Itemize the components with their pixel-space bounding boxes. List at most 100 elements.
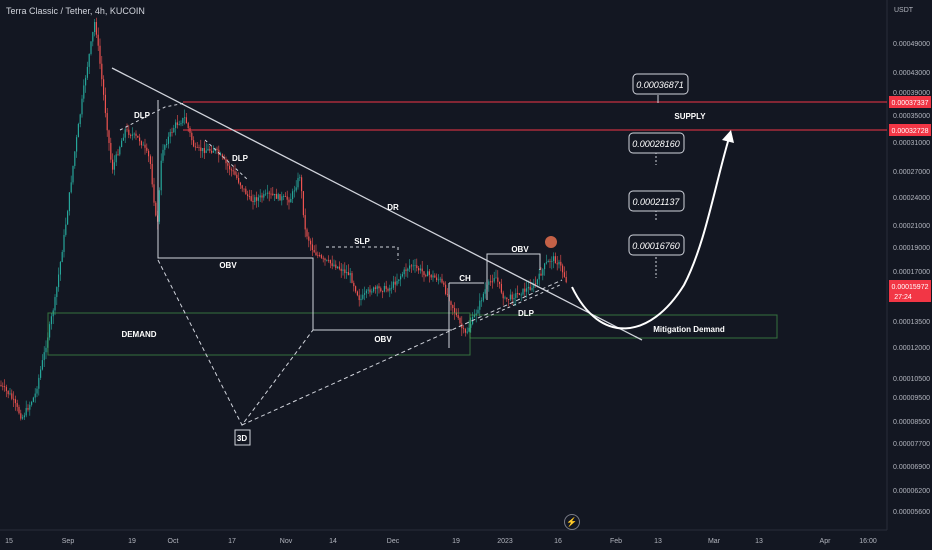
candle-body [45, 347, 47, 353]
candle-body [407, 268, 409, 271]
candle-body [234, 171, 236, 175]
candle-body [121, 140, 123, 148]
obv-label-3: OBV [511, 245, 529, 254]
3d-label-box: 3D [234, 429, 251, 446]
candle-body [562, 265, 564, 273]
candle-body [414, 265, 416, 267]
time-tick-label: 14 [329, 538, 337, 545]
target-callout-1[interactable]: 0.00036871 [632, 73, 689, 95]
candle-body [445, 284, 447, 294]
candle-body [443, 282, 445, 285]
candle-body [193, 140, 195, 147]
time-axis[interactable]: 15 Sep 19 Oct 17 Nov 14 Dec 19 2023 16 Feb 13 Mar 13 Ap… [5, 538, 877, 545]
price-tick-label: 0.00007700 [893, 441, 930, 448]
candle-body [452, 304, 454, 309]
target-callout-3[interactable]: 0.00021137 [628, 190, 685, 212]
candle-body [184, 117, 186, 119]
candle-body [421, 268, 423, 272]
price-tick-label: 0.00006200 [893, 488, 930, 495]
candle-body [257, 197, 259, 201]
candle-body [198, 147, 200, 148]
candle-body [41, 360, 43, 370]
price-tick-label: 0.00005600 [893, 509, 930, 516]
candle-body [279, 194, 281, 201]
time-tick-label: Oct [168, 538, 179, 545]
candle-body [418, 268, 420, 271]
candle-body [191, 132, 193, 141]
candle-body [185, 117, 187, 124]
supply-price-badge-2: 0.00032728 [889, 124, 931, 136]
candle-body [200, 147, 202, 152]
candle-body [247, 194, 249, 196]
time-tick-label: Nov [280, 538, 293, 545]
current-price-text: 0.00015972 [892, 284, 929, 291]
candle-body [236, 174, 238, 178]
target-callout-2[interactable]: 0.00028160 [628, 132, 685, 154]
candle-body [144, 144, 146, 148]
price-tick-label: 0.00035000 [893, 113, 930, 120]
time-tick-label: 16:00 [859, 538, 877, 545]
candle-body [401, 274, 403, 277]
candle-body [288, 199, 290, 203]
candle-body [547, 260, 549, 263]
candle-body [155, 202, 157, 216]
candle-body [367, 289, 369, 291]
candle-body [268, 192, 270, 194]
candle-body [477, 309, 479, 314]
price-tick-label: 0.00024000 [893, 195, 930, 202]
candle-body [560, 261, 562, 266]
candle-body [216, 148, 218, 150]
dlp-line-1 [119, 102, 186, 131]
candle-body [232, 170, 234, 172]
candle-body [517, 293, 519, 294]
candle-body [281, 196, 283, 201]
candle-body [104, 94, 106, 114]
candle-body [220, 154, 222, 156]
candle-body [423, 271, 425, 276]
price-tick-label: 0.00012000 [893, 345, 930, 352]
candle-body [380, 288, 382, 292]
candle-body [457, 315, 459, 319]
candle-body [481, 300, 483, 302]
candle-body [131, 134, 133, 136]
candle-body [272, 193, 274, 196]
candle-body [256, 197, 258, 201]
candle-body [202, 148, 204, 152]
candle-body [196, 147, 198, 148]
candle-body [382, 291, 384, 292]
candle-body [56, 287, 58, 298]
candle-body [536, 279, 538, 285]
candle-body [551, 260, 553, 262]
candle-body [245, 188, 247, 195]
candle-body [491, 281, 493, 283]
candle-body [362, 294, 364, 299]
candle-body [225, 159, 227, 164]
candle-body [130, 134, 132, 136]
candle-body [23, 415, 25, 418]
candle-body [50, 316, 52, 325]
candle-body [85, 77, 87, 86]
candle-body [526, 288, 528, 292]
candle-body [133, 133, 135, 135]
candle-body [230, 169, 232, 171]
dr-label: DR [387, 203, 399, 212]
obv-box-right [486, 253, 541, 300]
candle-body [310, 240, 312, 245]
candle-body [416, 265, 418, 269]
candle-body [108, 130, 110, 143]
candle-body [347, 272, 349, 276]
target-callout-1-text: 0.00036871 [636, 80, 684, 90]
lightning-icon[interactable]: ⚡ [564, 514, 580, 530]
candle-body [70, 182, 72, 193]
candle-body [175, 122, 177, 128]
candle-body [392, 281, 394, 288]
time-tick-label: 19 [128, 538, 136, 545]
candle-body [464, 329, 466, 333]
candle-body [72, 165, 74, 183]
candle-body [194, 146, 196, 148]
candle-body [482, 293, 484, 301]
target-callout-4[interactable]: 0.00016760 [628, 234, 685, 256]
candle-body [54, 297, 56, 311]
candle-body [0, 385, 2, 386]
